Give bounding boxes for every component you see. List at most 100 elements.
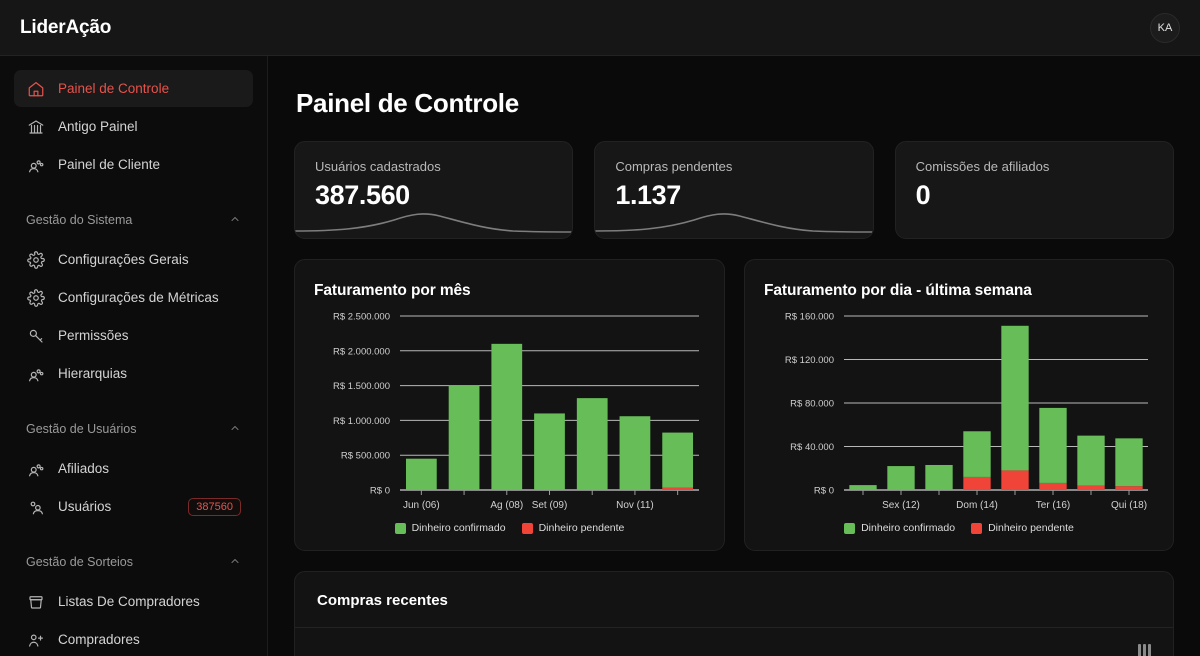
- chart-svg: R$ 0 R$ 40.000 R$ 80.000 R$ 120.000 R$ 160.0…: [785, 312, 1148, 511]
- recent-purchases-card: Compras recentes: [294, 571, 1174, 656]
- legend-swatch: [844, 522, 856, 534]
- legend-label: Dinheiro confirmado: [861, 522, 956, 534]
- bar-segment-pendente: [662, 487, 694, 490]
- sidebar-item-label: Hierarquias: [58, 366, 128, 381]
- gear-icon: [26, 288, 45, 307]
- sidebar-item-afiliados[interactable]: Afiliados: [14, 450, 253, 487]
- sidebar-item-painel-de-cliente[interactable]: Painel de Cliente: [14, 146, 253, 183]
- sidebar-item-permiss-es[interactable]: Permissões: [14, 317, 253, 354]
- x-axis-tick-label: Ag (08): [490, 500, 523, 511]
- stat-value: 0: [915, 180, 931, 210]
- legend-item[interactable]: Dinheiro pendente: [521, 522, 624, 534]
- bar-segment-pendente: [963, 476, 991, 490]
- legend-swatch: [521, 522, 533, 534]
- bar-segment-confirmado: [963, 431, 991, 477]
- user-pair-icon: [26, 497, 45, 516]
- legend-item[interactable]: Dinheiro confirmado: [844, 522, 955, 534]
- status-badge: 387560: [188, 497, 241, 516]
- app-brand: LiderAção: [20, 16, 112, 38]
- sidebar-item-hierarquias[interactable]: Hierarquias: [14, 355, 253, 392]
- stat-value: 1.137: [615, 180, 681, 210]
- sidebar-item-listas-de-compradores[interactable]: Listas De Compradores: [14, 583, 253, 620]
- bar-segment-pendente: [1001, 470, 1029, 490]
- main-content: Painel de Controle Usuários cadastrados 3…: [268, 56, 1200, 656]
- sidebar-item-antigo-painel[interactable]: Antigo Painel: [14, 108, 253, 145]
- sidebar-item-label: Painel de Cliente: [58, 157, 161, 172]
- bar-segment-confirmado: [662, 432, 694, 488]
- stat-label: Usuários cadastrados: [315, 159, 441, 174]
- x-axis-tick-label: Jun (06): [403, 500, 440, 511]
- sidebar-item-label: Configurações Gerais: [58, 252, 189, 267]
- sidebar-item-configura-es-de-m-tricas[interactable]: Configurações de Métricas: [14, 279, 253, 316]
- chevron-up-icon: [229, 422, 241, 437]
- x-axis-tick-label: Qui (18): [1111, 500, 1147, 511]
- bar-segment-confirmado: [849, 485, 877, 490]
- columns-icon[interactable]: [1138, 644, 1151, 656]
- sidebar-item-painel-de-controle[interactable]: Painel de Controle: [14, 70, 253, 107]
- chart-title: Faturamento por dia - última semana: [764, 282, 1032, 299]
- bank-icon: [26, 117, 45, 136]
- legend-item[interactable]: Dinheiro confirmado: [394, 522, 506, 534]
- recent-purchases-title: Compras recentes: [317, 592, 448, 609]
- y-axis-tick-label: R$ 0: [814, 486, 834, 497]
- y-axis-tick-label: R$ 500.000: [341, 451, 390, 462]
- users-group-icon: [26, 459, 45, 478]
- bar-segment-confirmado: [576, 398, 608, 490]
- sidebar-item-label: Afiliados: [58, 461, 110, 476]
- bar-segment-confirmado: [405, 458, 437, 490]
- sparkline: [595, 213, 873, 233]
- bar-segment-confirmado: [1115, 438, 1143, 487]
- stat-card: Usuários cadastrados 387.560: [294, 141, 574, 239]
- user-plus-icon: [26, 630, 45, 649]
- legend-label: Dinheiro confirmado: [411, 522, 506, 534]
- bar-segment-confirmado: [619, 416, 651, 490]
- legend-swatch: [971, 522, 983, 534]
- bar-segment-pendente: [1115, 486, 1143, 490]
- legend-swatch: [394, 522, 406, 534]
- chevron-up-icon: [229, 213, 241, 228]
- bar-segment-confirmado: [925, 464, 953, 490]
- bar-segment-confirmado: [1039, 407, 1067, 483]
- sidebar-item-label: Listas De Compradores: [58, 594, 200, 609]
- avatar[interactable]: KA: [1150, 12, 1180, 43]
- y-axis-tick-label: R$ 160.000: [785, 312, 834, 323]
- bar-segment-confirmado: [1077, 435, 1105, 486]
- bar-segment-confirmado: [448, 385, 480, 490]
- y-axis-tick-label: R$ 120.000: [785, 355, 834, 366]
- top-bar: LiderAção KA: [0, 0, 1200, 56]
- x-axis-tick-label: Ter (16): [1036, 500, 1070, 511]
- recent-purchases-body: [295, 628, 1173, 656]
- sidebar-groups: Gestão do Sistema Configurações Gerais Con…: [14, 205, 253, 656]
- home-icon: [26, 79, 45, 98]
- sidebar-item-label: Compradores: [58, 632, 140, 647]
- sidebar-item-label: Antigo Painel: [58, 119, 138, 134]
- y-axis-tick-label: R$ 80.000: [790, 399, 834, 410]
- legend-item[interactable]: Dinheiro pendente: [971, 522, 1074, 534]
- sparkline: [295, 213, 573, 233]
- stat-label: Compras pendentes: [615, 159, 733, 174]
- sidebar-item-compradores[interactable]: Compradores: [14, 621, 253, 656]
- sidebar-item-usu-rios[interactable]: Usuários 387560: [14, 488, 253, 525]
- sidebar-item-label: Permissões: [58, 328, 129, 343]
- chart-card-faturamento-por-dia: Faturamento por dia - última semana R$ 0…: [744, 259, 1174, 551]
- sidebar: Painel de Controle Antigo Painel Painel de…: [0, 56, 268, 656]
- sidebar-group-header-gest-o-do-sistema[interactable]: Gestão do Sistema: [14, 205, 253, 235]
- sidebar-group-header-gest-o-de-sorteios[interactable]: Gestão de Sorteios: [14, 547, 253, 577]
- sidebar-group-header-gest-o-de-usu-rios[interactable]: Gestão de Usuários: [14, 414, 253, 444]
- x-axis-tick-label: Set (09): [532, 500, 568, 511]
- stat-label: Comissões de afiliados: [915, 159, 1050, 174]
- sidebar-item-label: Painel de Controle: [58, 81, 170, 96]
- chart-legend: Dinheiro confirmado Dinheiro pendente: [314, 522, 705, 534]
- sidebar-group-title: Gestão de Sorteios: [26, 555, 134, 569]
- chart-legend: Dinheiro confirmado Dinheiro pendente: [764, 522, 1154, 534]
- charts-row: Faturamento por mês R$ 0 R$ 500.000 R$ 1.0…: [294, 259, 1174, 551]
- users-group-icon: [26, 155, 45, 174]
- bar-segment-pendente: [1039, 482, 1067, 490]
- stat-value: 387.560: [315, 180, 410, 210]
- x-axis-tick-label: Nov (11): [616, 500, 654, 511]
- bar-segment-confirmado: [1001, 325, 1029, 471]
- sidebar-item-configura-es-gerais[interactable]: Configurações Gerais: [14, 241, 253, 278]
- divider: [295, 627, 1173, 628]
- legend-label: Dinheiro pendente: [988, 522, 1074, 534]
- users-group-icon: [26, 364, 45, 383]
